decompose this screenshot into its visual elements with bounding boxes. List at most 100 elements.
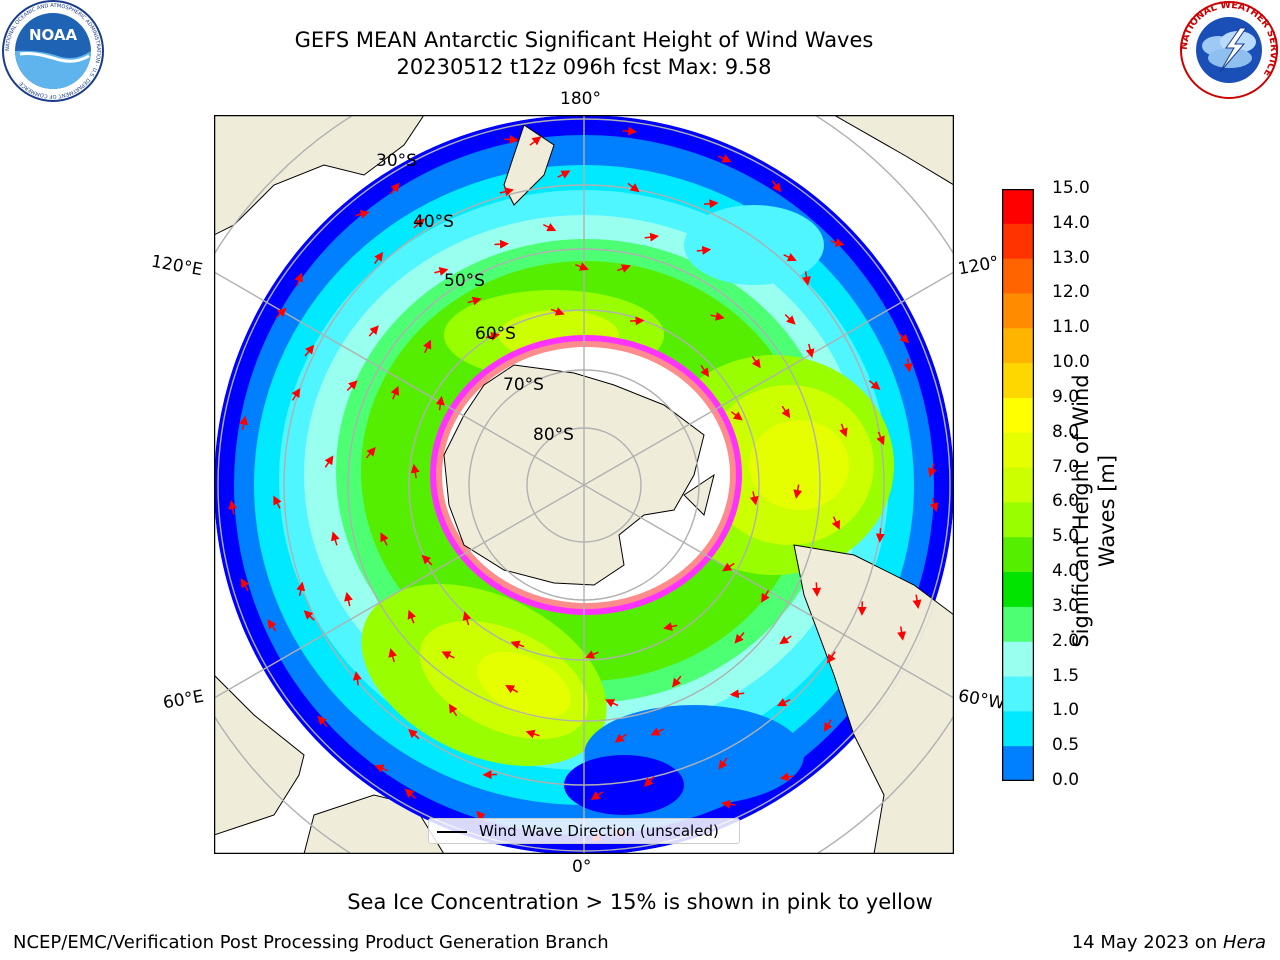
wave-direction-arrow [650,727,664,736]
wave-direction-arrow [485,331,501,341]
wave-direction-arrow [812,582,822,597]
lon-label-180: 180° [560,89,601,109]
colorbar-band [1002,432,1034,469]
sea-ice-note: Sea Ice Concentration > 15% is shown in … [347,890,933,914]
wave-direction-arrow [294,272,304,287]
noaa-logo: NOAA NATIONAL OCEANIC AND ATMOSPHERIC AD… [2,0,104,102]
wave-direction-arrow [330,531,340,546]
wave-direction-arrow [352,671,362,686]
wave-direction-arrow [898,332,909,344]
colorbar-band [1002,502,1034,538]
wave-direction-arrow [374,251,384,265]
wave-direction-arrow [776,698,791,707]
wave-direction-arrow [839,423,848,438]
wave-direction-arrow [721,799,736,809]
colorbar-tick-label: 3.0 [1052,595,1080,616]
wave-direction-arrow [830,238,845,247]
lat-label-40s: 40°S [413,212,454,232]
wave-direction-arrow [929,497,939,513]
wave-direction-arrow [510,640,525,650]
wave-direction-arrow [730,411,743,421]
colorbar-band [1002,189,1034,225]
wave-direction-arrow [793,484,803,499]
wave-direction-arrow [275,307,287,319]
wave-direction-arrow [499,187,514,197]
colorbar-band [1002,258,1034,294]
wave-direction-arrow [627,182,640,193]
colorbar-band [1002,606,1034,643]
wave-direction-arrow [390,182,400,195]
wave-direction-arrow [355,209,370,219]
wave-direction-arrow [435,395,445,411]
wave-direction-arrow [413,218,426,229]
wave-direction-arrow [590,791,604,801]
wave-direction-arrow [404,788,416,799]
wave-direction-arrow [868,380,881,390]
colorbar-tick-label: 0.5 [1052,735,1080,756]
wave-direction-arrow [550,307,565,316]
chart-title: GEFS MEAN Antarctic Significant Height o… [294,28,874,52]
lon-label-60w: 60°W [956,686,1007,714]
colorbar-tick-label: 9.0 [1052,386,1080,407]
chart-subtitle: 20230512 t12z 096h fcst Max: 9.58 [396,55,772,79]
wave-direction-arrow [672,675,682,688]
colorbar-tick-label: 14.0 [1052,212,1090,233]
colorbar-tick-label: 1.0 [1052,700,1080,721]
wave-direction-arrow [585,650,599,659]
arrow-legend: Wind Wave Direction (unscaled) [428,818,740,844]
wave-direction-arrow [408,728,420,740]
wave-direction-arrow [643,776,655,787]
wave-direction-arrow [317,715,328,728]
colorbar-band [1002,676,1034,712]
colorbar [1002,189,1034,781]
wave-direction-arrow [239,415,249,430]
colorbar-tick-label: 12.0 [1052,282,1090,303]
wave-direction-arrow [604,699,619,708]
colorbar-tick-label: 7.0 [1052,456,1080,477]
colorbar-band [1002,328,1034,364]
wave-direction-arrow [296,581,306,596]
wave-direction-arrow [703,199,719,209]
wave-direction-arrow [267,619,277,632]
lon-label-120w: 120° [956,252,1001,280]
wave-direction-arrow [346,380,358,391]
colorbar-label: Significant Height of Wind Waves [m] [1069,374,1119,648]
wave-direction-arrow [696,245,712,255]
lat-label-50s: 50°S [444,271,485,291]
wave-direction-arrow [407,609,417,624]
wave-direction-arrow [390,385,400,400]
wave-direction-arrow [557,170,571,179]
wave-direction-arrow [365,446,376,459]
wave-direction-arrow [903,358,913,373]
colorbar-band [1002,746,1034,781]
wave-direction-arrow [374,764,389,773]
footer-host: Hera [1222,932,1266,953]
wave-direction-arrow [734,632,745,644]
lon-label-0: 0° [572,857,592,877]
wind-wave-arrows [228,126,939,842]
colorbar-tick-label: 11.0 [1052,317,1090,338]
wave-direction-arrow [875,528,885,543]
wave-direction-arrow [304,344,315,357]
lat-label-60s: 60°S [475,324,516,344]
colorbar-band [1002,293,1034,329]
lon-label-120e: 120°E [149,251,205,281]
colorbar-band [1002,641,1034,678]
wave-direction-arrow [710,311,725,321]
wave-direction-arrow [228,500,238,515]
wave-direction-arrow [529,136,542,146]
wave-direction-arrow [876,431,885,446]
lat-label-70s: 70°S [503,375,544,395]
wave-direction-arrow [805,343,815,359]
wave-direction-arrow [504,135,519,145]
wave-direction-arrow [783,253,797,262]
wave-direction-arrow [240,578,250,592]
wave-direction-arrow [622,126,638,136]
wave-direction-arrow [410,463,420,479]
legend-label: Wind Wave Direction (unscaled) [479,822,719,840]
wave-direction-arrow [543,222,557,232]
wave-direction-arrow [324,455,334,468]
wave-direction-arrow [423,339,432,354]
wave-direction-arrow [751,356,761,369]
wave-direction-arrow [467,296,482,306]
